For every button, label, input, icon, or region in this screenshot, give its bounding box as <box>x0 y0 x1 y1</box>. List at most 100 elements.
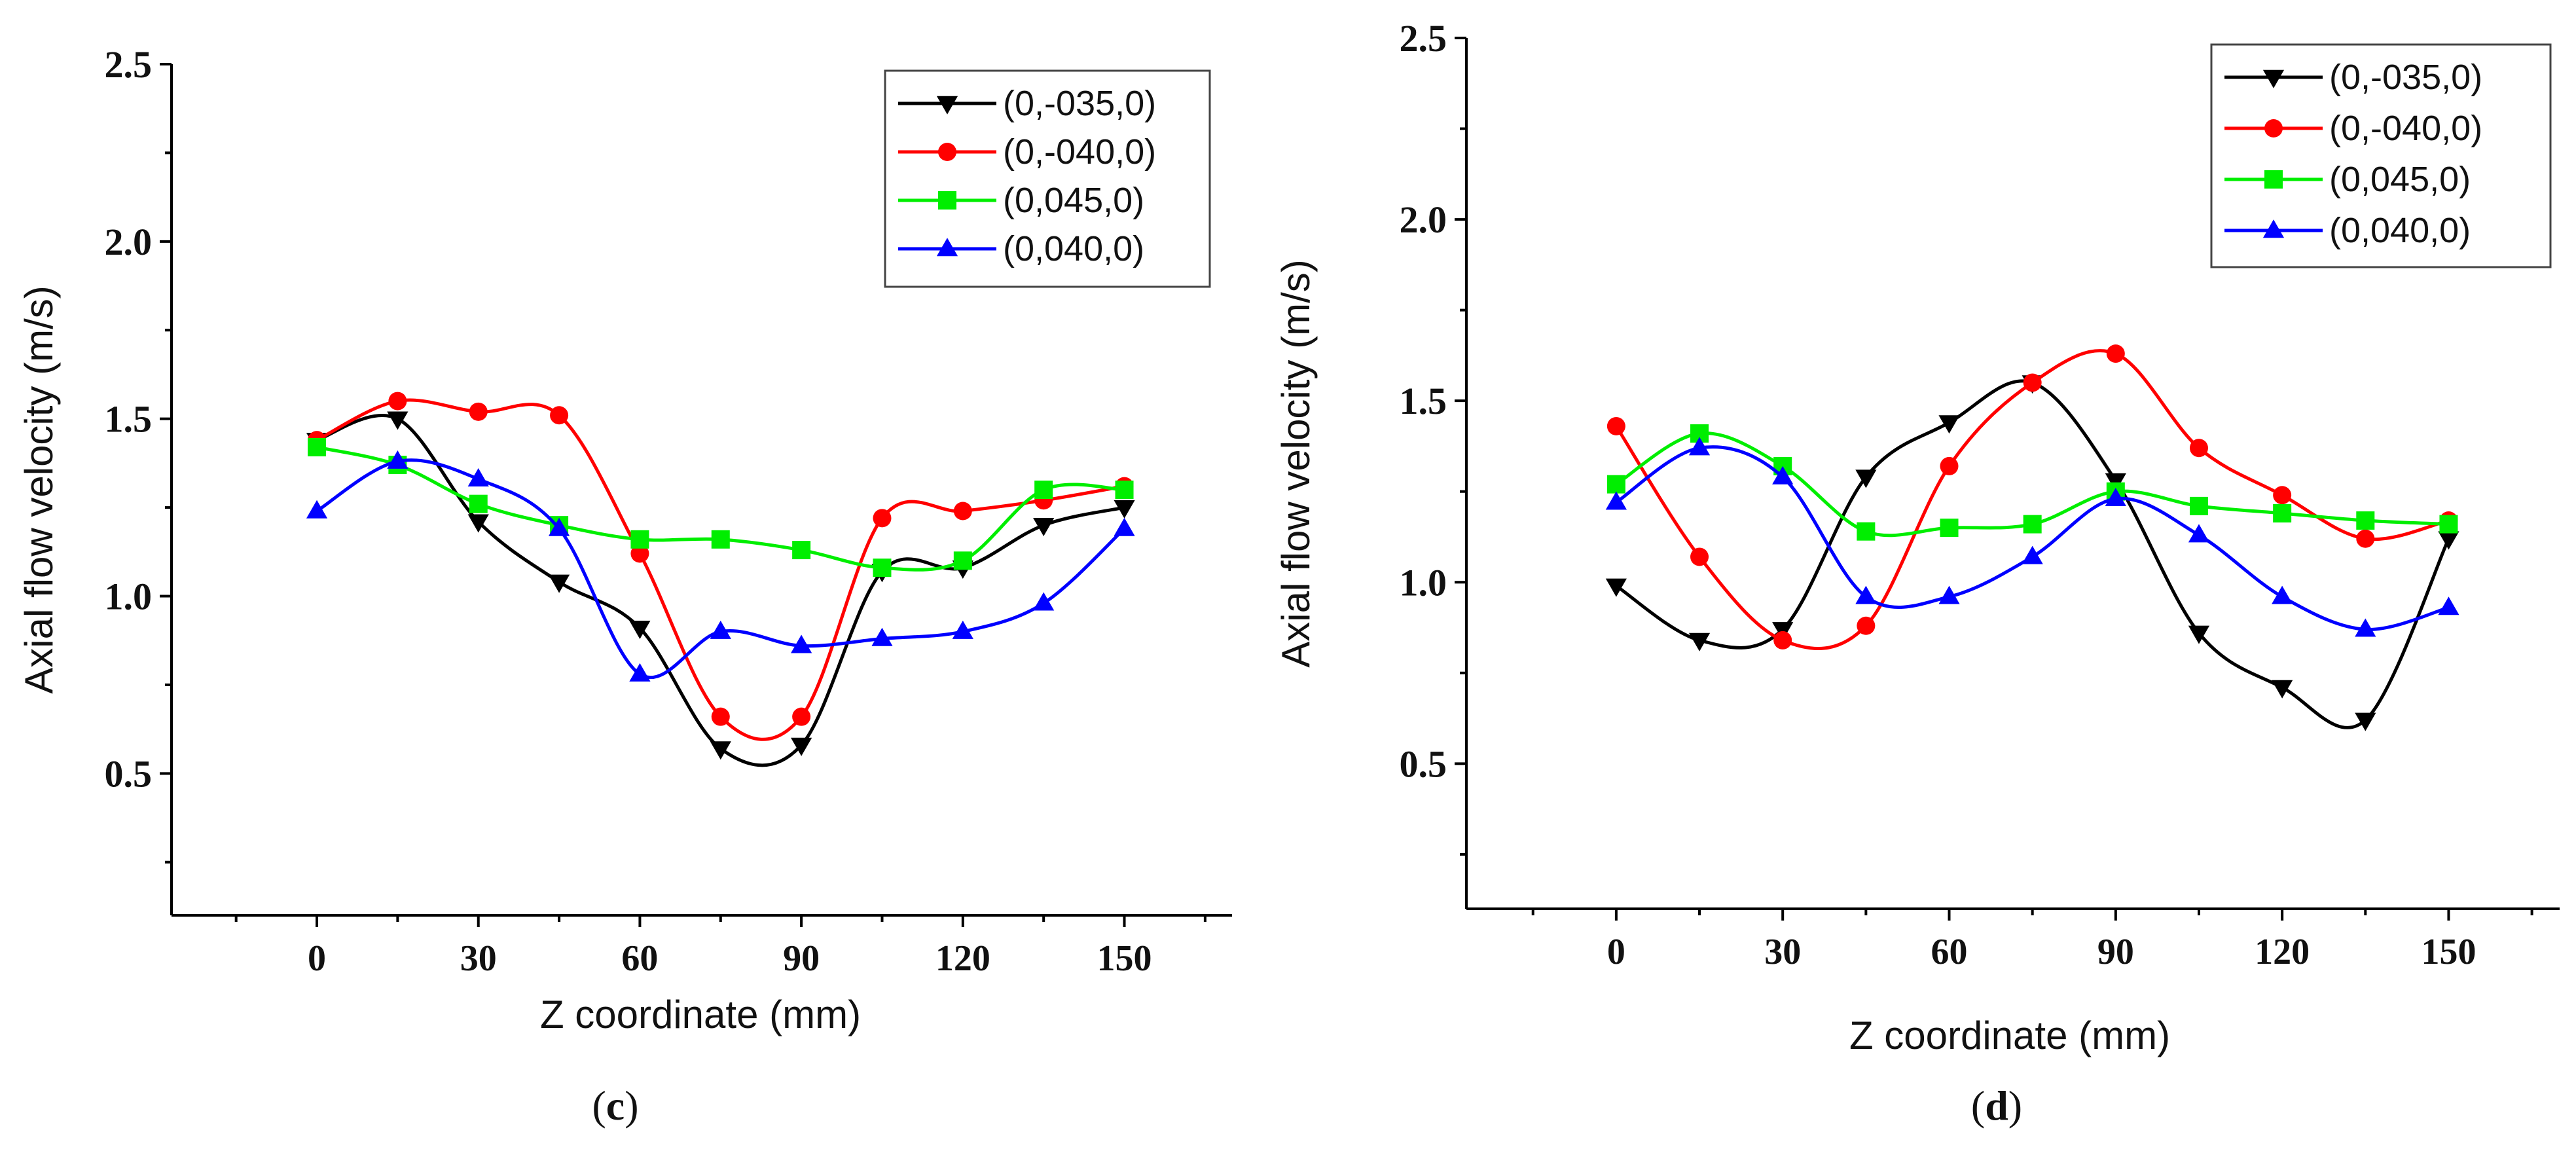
data-point <box>387 411 408 430</box>
legend-label: (0,040,0) <box>2329 211 2471 250</box>
data-point <box>2273 486 2292 505</box>
data-point <box>1606 416 1625 435</box>
data-point <box>2105 487 2126 506</box>
data-point <box>952 620 973 639</box>
x-tick-label: 90 <box>783 938 820 979</box>
y-tick-label: 1.0 <box>105 576 153 618</box>
y-tick-label: 1.0 <box>1400 561 1447 604</box>
data-point <box>2188 625 2210 644</box>
series-line <box>1615 445 2450 631</box>
data-point <box>2438 531 2459 550</box>
legend-box <box>884 69 1211 288</box>
data-point <box>1114 500 1135 519</box>
series-2 <box>308 438 1134 577</box>
x-tick-label: 120 <box>2255 932 2310 972</box>
data-point <box>1940 456 1959 475</box>
series-line <box>316 398 1125 741</box>
data-point <box>871 627 893 646</box>
x-tick-label: 0 <box>1607 932 1625 972</box>
data-point <box>2189 496 2208 515</box>
series-1 <box>1606 344 2458 650</box>
series-line <box>1614 349 2450 650</box>
data-point <box>1855 469 1877 488</box>
data-point <box>469 402 488 421</box>
data-point <box>2106 344 2125 363</box>
caption-open-paren: ( <box>592 1082 606 1129</box>
data-point <box>306 500 328 519</box>
legend-marker <box>2264 119 2283 137</box>
data-point <box>388 392 407 411</box>
data-point <box>467 467 489 486</box>
data-point <box>953 502 972 521</box>
data-point <box>1606 475 1625 494</box>
data-point <box>1857 616 1876 635</box>
y-axis-title: Axial flow velocity (m/s) <box>17 285 61 693</box>
series-line <box>316 458 1126 680</box>
data-point <box>1115 481 1134 499</box>
caption-letter: d <box>1985 1082 2008 1129</box>
data-point <box>792 541 811 560</box>
chart-panel-c: 0.5 1.0 1.5 2.0 2.5 0 30 60 90 120 150 Z coordinate… <box>17 43 1232 1129</box>
data-point <box>630 530 649 549</box>
data-point <box>467 514 489 533</box>
x-axis-title: Z coordinate (mm) <box>540 993 861 1036</box>
x-tick-label: 90 <box>2097 932 2134 972</box>
legend-label: (0,-040,0) <box>2329 109 2482 148</box>
data-point <box>1690 547 1709 566</box>
legend-label: (0,040,0) <box>1003 229 1144 268</box>
y-tick-label: 2.5 <box>1400 17 1447 60</box>
legend-label: (0,-035,0) <box>2329 58 2482 97</box>
series-3 <box>306 450 1135 682</box>
data-point <box>1605 491 1627 510</box>
data-point <box>1940 519 1959 538</box>
data-point <box>1034 481 1053 499</box>
series-1 <box>308 392 1134 741</box>
data-point <box>629 663 651 682</box>
legend-label: (0,-035,0) <box>1003 84 1156 123</box>
data-point <box>873 558 892 577</box>
legend-label: (0,-040,0) <box>1003 132 1156 172</box>
x-tick-label: 30 <box>460 938 497 979</box>
legend-marker <box>2262 69 2285 88</box>
legend-marker <box>938 143 956 161</box>
data-point <box>308 438 327 456</box>
x-tick-label: 30 <box>1764 932 1801 972</box>
data-point <box>2272 680 2293 699</box>
legend-label: (0,045,0) <box>1003 181 1144 220</box>
y-tick-label: 0.5 <box>1400 742 1447 785</box>
x-tick-label: 150 <box>2421 932 2476 972</box>
y-tick-label: 2.5 <box>105 43 153 86</box>
data-point <box>1855 585 1877 604</box>
x-tick-label: 60 <box>621 938 658 979</box>
data-point <box>2273 503 2292 522</box>
data-point <box>792 707 811 726</box>
legend-marker <box>938 191 956 210</box>
x-tick-label: 120 <box>935 938 990 979</box>
legend: (0,-035,0) (0,-040,0) (0,045,0) (0,040,0) <box>2210 43 2552 268</box>
data-point <box>1033 592 1055 611</box>
data-point <box>873 509 892 528</box>
data-point <box>791 737 812 756</box>
data-point <box>711 530 730 549</box>
legend-marker <box>2262 219 2285 238</box>
data-point <box>1938 415 1960 434</box>
caption-close-paren: ) <box>2008 1082 2022 1129</box>
data-point <box>2438 596 2459 615</box>
data-point <box>548 574 570 593</box>
chart-panel-d: 0.5 1.0 1.5 2.0 2.5 0 30 60 90 120 150 Z coordinate… <box>1274 17 2560 1129</box>
legend-label: (0,045,0) <box>2329 160 2471 199</box>
series-2 <box>1606 424 2458 541</box>
y-tick-label: 0.5 <box>105 752 153 795</box>
data-point <box>1688 632 1711 651</box>
data-point <box>2439 515 2458 534</box>
panel-caption: (c) <box>592 1082 638 1129</box>
data-point <box>2188 524 2210 543</box>
data-point <box>1773 631 1792 650</box>
caption-letter: c <box>606 1082 625 1129</box>
data-point <box>629 621 651 640</box>
y-tick-label: 1.5 <box>105 398 153 441</box>
x-axis-title: Z coordinate (mm) <box>1849 1014 2170 1057</box>
data-point <box>710 620 731 639</box>
data-point <box>1114 517 1135 536</box>
data-point <box>2355 712 2376 731</box>
